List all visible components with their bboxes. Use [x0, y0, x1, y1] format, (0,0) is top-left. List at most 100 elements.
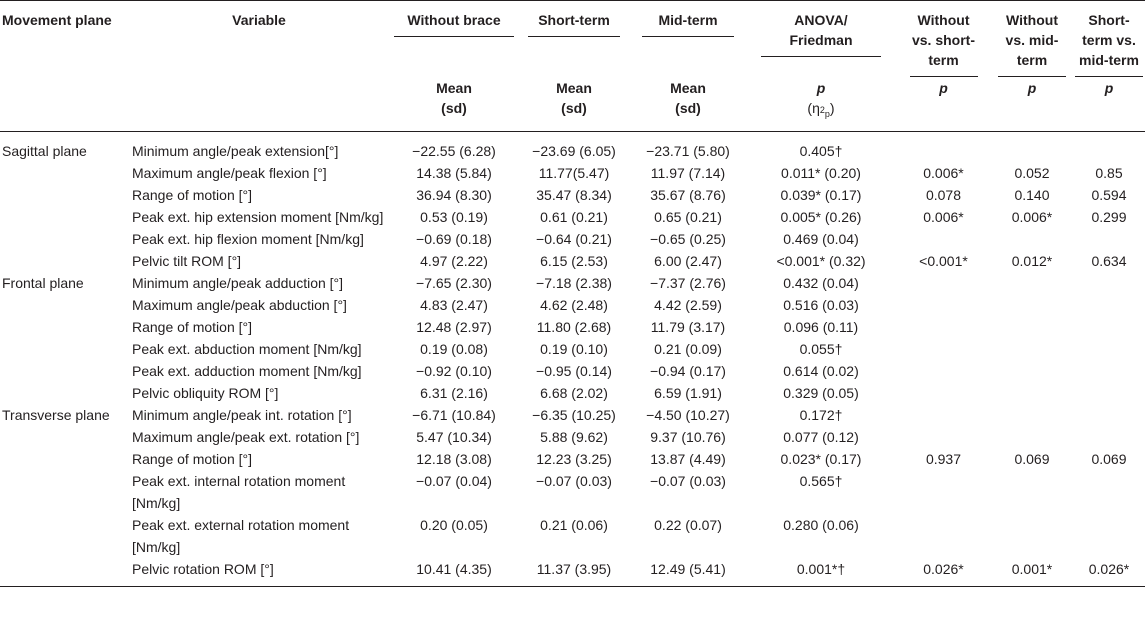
p-without-vs-short-cell: 0.006*	[923, 165, 964, 181]
subheader-mean-mid: Mean (sd)	[630, 78, 746, 132]
without-cell: −0.92 (0.10)	[416, 363, 492, 379]
anova-cell: 0.329 (0.05)	[783, 385, 859, 401]
short-cell: 11.37 (3.95)	[518, 558, 630, 587]
p-short-vs-mid-cell	[1073, 272, 1145, 294]
short-cell: 0.61 (0.21)	[540, 209, 608, 225]
short-cell: 11.77(5.47)	[538, 165, 610, 181]
short-cell: −0.64 (0.21)	[536, 231, 612, 247]
table-row: Peak ext. internal rotation moment [Nm/k…	[0, 470, 1145, 514]
without-cell: 5.47 (10.34)	[416, 429, 492, 445]
mid-cell: 9.37 (10.76)	[650, 429, 726, 445]
p-without-vs-mid-cell	[991, 316, 1073, 338]
variable-cell: Minimum angle/peak int. rotation [°]	[132, 407, 352, 423]
without-cell: 4.97 (2.22)	[420, 253, 488, 269]
variable-cell: Range of motion [°]	[132, 187, 252, 203]
plane-cell	[0, 558, 128, 587]
mean-label: Mean	[556, 80, 592, 96]
header-anova-label: ANOVA/ Friedman	[761, 10, 881, 57]
plane-cell	[0, 448, 128, 470]
plane-cell	[0, 162, 128, 184]
eta-close: )	[829, 100, 835, 116]
short-cell: 11.80 (2.68)	[536, 319, 612, 335]
mid-cell: 35.67 (8.76)	[650, 187, 726, 203]
p-without-vs-mid-cell	[991, 294, 1073, 316]
short-cell: −23.69 (6.05)	[532, 143, 616, 159]
without-cell: 0.53 (0.19)	[420, 209, 488, 225]
variable-cell: Peak ext. hip extension moment [Nm/kg]	[132, 209, 384, 225]
p-without-vs-short-cell: 0.078	[925, 187, 962, 203]
anova-cell: 0.172†	[799, 407, 843, 423]
eta-sub: p	[824, 108, 830, 119]
header-mid-label: Mid-term	[642, 10, 734, 37]
p-without-vs-mid-cell	[991, 382, 1073, 404]
p-without-vs-mid-cell	[991, 228, 1073, 250]
without-cell: −0.69 (0.18)	[416, 231, 492, 247]
anova-cell: 0.432 (0.04)	[783, 275, 859, 291]
plane-cell	[0, 470, 128, 514]
anova-cell: 0.039* (0.17)	[780, 187, 862, 203]
table-row: Peak ext. hip extension moment [Nm/kg] 0.…	[0, 206, 1145, 228]
mean-label: Mean	[436, 80, 472, 96]
header-without-label: Without brace	[394, 10, 514, 37]
header-variable: Variable	[232, 12, 286, 28]
subheader-p-eta: p (η2p)	[746, 78, 896, 132]
subheader-mean-without: Mean (sd)	[390, 78, 518, 132]
short-cell: 0.21 (0.06)	[540, 517, 608, 533]
without-cell: 36.94 (8.30)	[416, 187, 492, 203]
variable-cell: Pelvic rotation ROM [°]	[128, 558, 390, 587]
plane-cell: Sagittal plane	[2, 143, 87, 159]
plane-cell	[0, 360, 128, 382]
plane-cell	[0, 184, 128, 206]
sd-label: (sd)	[561, 100, 587, 116]
p-without-vs-short-cell	[896, 338, 991, 360]
p-without-vs-short-cell	[896, 404, 991, 426]
p-short-vs-mid-cell	[1073, 360, 1145, 382]
plane-cell	[0, 338, 128, 360]
p-without-vs-mid-cell	[991, 404, 1073, 426]
mid-cell: −7.37 (2.76)	[650, 275, 726, 291]
plane-cell	[0, 514, 128, 558]
p-without-vs-short-cell	[896, 272, 991, 294]
p-without-vs-short-cell	[896, 426, 991, 448]
anova-cell: <0.001* (0.32)	[776, 253, 866, 269]
p-without-vs-mid-cell: 0.140	[1014, 187, 1050, 203]
without-cell: 12.48 (2.97)	[416, 319, 492, 335]
p-without-vs-mid-cell: 0.006*	[1011, 209, 1053, 225]
short-cell: 12.23 (3.25)	[536, 451, 612, 467]
p-without-vs-short-cell: <0.001*	[919, 253, 968, 269]
header-short-vs-mid-label: Short-term vs. mid-term	[1075, 10, 1143, 77]
variable-cell: Maximum angle/peak abduction [°]	[132, 297, 347, 313]
variable-cell: Peak ext. hip flexion moment [Nm/kg]	[132, 231, 364, 247]
without-cell: −6.71 (10.84)	[412, 407, 496, 423]
mid-cell: −4.50 (10.27)	[646, 407, 730, 423]
subheader-blank-1	[0, 78, 128, 132]
anova-cell: 0.614 (0.02)	[783, 363, 859, 379]
p-without-vs-short-cell	[896, 360, 991, 382]
variable-cell: Pelvic tilt ROM [°]	[132, 253, 242, 269]
p-without-vs-mid-cell: 0.069	[1014, 451, 1050, 467]
mid-cell: 0.22 (0.07)	[654, 517, 722, 533]
header-wo-vs-mid-label: Without vs. mid-term	[998, 10, 1066, 77]
plane-cell	[0, 206, 128, 228]
plane-cell	[0, 426, 128, 448]
short-cell: 35.47 (8.34)	[536, 187, 612, 203]
p-short-vs-mid-cell	[1073, 316, 1145, 338]
mid-cell: 11.97 (7.14)	[650, 165, 726, 181]
mid-cell: 11.79 (3.17)	[650, 319, 726, 335]
short-cell: −7.18 (2.38)	[536, 275, 612, 291]
p-short-vs-mid-cell	[1073, 470, 1145, 514]
p-label: p	[816, 80, 826, 96]
anova-cell: 0.469 (0.04)	[783, 231, 859, 247]
table-row: Frontal plane Minimum angle/peak adductio…	[0, 272, 1145, 294]
table-row: Maximum angle/peak flexion [°] 14.38 (5.8…	[0, 162, 1145, 184]
variable-cell: Minimum angle/peak extension[°]	[132, 143, 339, 159]
table-row: Range of motion [°] 12.18 (3.08) 12.23 (3.…	[0, 448, 1145, 470]
plane-cell	[0, 316, 128, 338]
plane-cell: Transverse plane	[2, 407, 110, 423]
p-without-vs-short-cell: 0.006*	[923, 209, 964, 225]
p-short-vs-mid-cell	[1073, 382, 1145, 404]
mid-cell: −0.65 (0.25)	[650, 231, 726, 247]
subheader-mean-short: Mean (sd)	[518, 78, 630, 132]
short-cell: 6.68 (2.02)	[540, 385, 608, 401]
variable-cell: Peak ext. external rotation moment [Nm/k…	[132, 517, 350, 555]
